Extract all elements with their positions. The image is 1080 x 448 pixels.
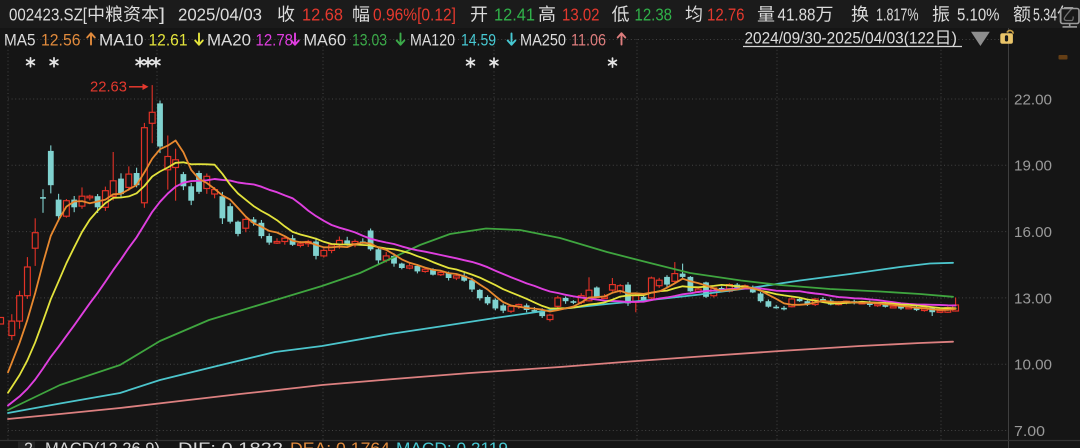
- svg-text:14.59: 14.59: [461, 31, 496, 49]
- svg-text:13.03: 13.03: [352, 31, 387, 49]
- svg-text:MA250: MA250: [520, 31, 566, 49]
- svg-text:2025/04/03: 2025/04/03: [178, 5, 262, 25]
- svg-text:7.00: 7.00: [1014, 423, 1045, 440]
- svg-text:41.88: 41.88: [778, 5, 816, 25]
- svg-text:16.00: 16.00: [1014, 224, 1052, 241]
- svg-text:0.96%[0.12]: 0.96%[0.12]: [373, 5, 456, 25]
- svg-text:12.61: 12.61: [149, 31, 188, 49]
- svg-text:MACD(12,26,9): MACD(12,26,9): [45, 439, 160, 448]
- svg-text:12.41: 12.41: [494, 5, 535, 25]
- svg-text:13.02: 13.02: [562, 5, 600, 25]
- svg-text:22.63: 22.63: [90, 79, 127, 96]
- svg-text:): ): [952, 30, 958, 48]
- svg-text:5.10%: 5.10%: [957, 5, 1000, 25]
- svg-text:12.56: 12.56: [41, 31, 81, 49]
- svg-text:2024/09/30-2025/04/03(122: 2024/09/30-2025/04/03(122: [745, 30, 935, 48]
- svg-text:12.38: 12.38: [635, 5, 673, 25]
- svg-text:2: 2: [24, 439, 33, 448]
- svg-text:12.68: 12.68: [302, 5, 343, 25]
- svg-text:5.34: 5.34: [1033, 5, 1057, 25]
- svg-text:19.00: 19.00: [1014, 158, 1052, 175]
- svg-text:12.78: 12.78: [256, 31, 294, 49]
- svg-text:MA10: MA10: [99, 31, 144, 49]
- svg-text:MA60: MA60: [304, 31, 347, 49]
- svg-text:DIF: 0.1822: DIF: 0.1822: [178, 439, 283, 448]
- svg-text:MA120: MA120: [410, 31, 455, 49]
- svg-text:1.817%: 1.817%: [876, 5, 919, 25]
- svg-text:13.00: 13.00: [1014, 290, 1052, 307]
- svg-text:MA20: MA20: [207, 31, 251, 49]
- svg-text:10.00: 10.00: [1014, 357, 1052, 374]
- svg-text:12.76: 12.76: [707, 5, 745, 25]
- svg-text:11.06: 11.06: [571, 31, 606, 49]
- svg-text:22.00: 22.00: [1014, 91, 1052, 108]
- svg-text:]: ]: [159, 5, 165, 25]
- svg-text:MA5: MA5: [4, 31, 36, 49]
- svg-text:002423.SZ[: 002423.SZ[: [9, 5, 87, 25]
- svg-text:MACD: 0.2119: MACD: 0.2119: [396, 439, 508, 448]
- svg-text:DEA: 0.1764: DEA: 0.1764: [290, 439, 390, 448]
